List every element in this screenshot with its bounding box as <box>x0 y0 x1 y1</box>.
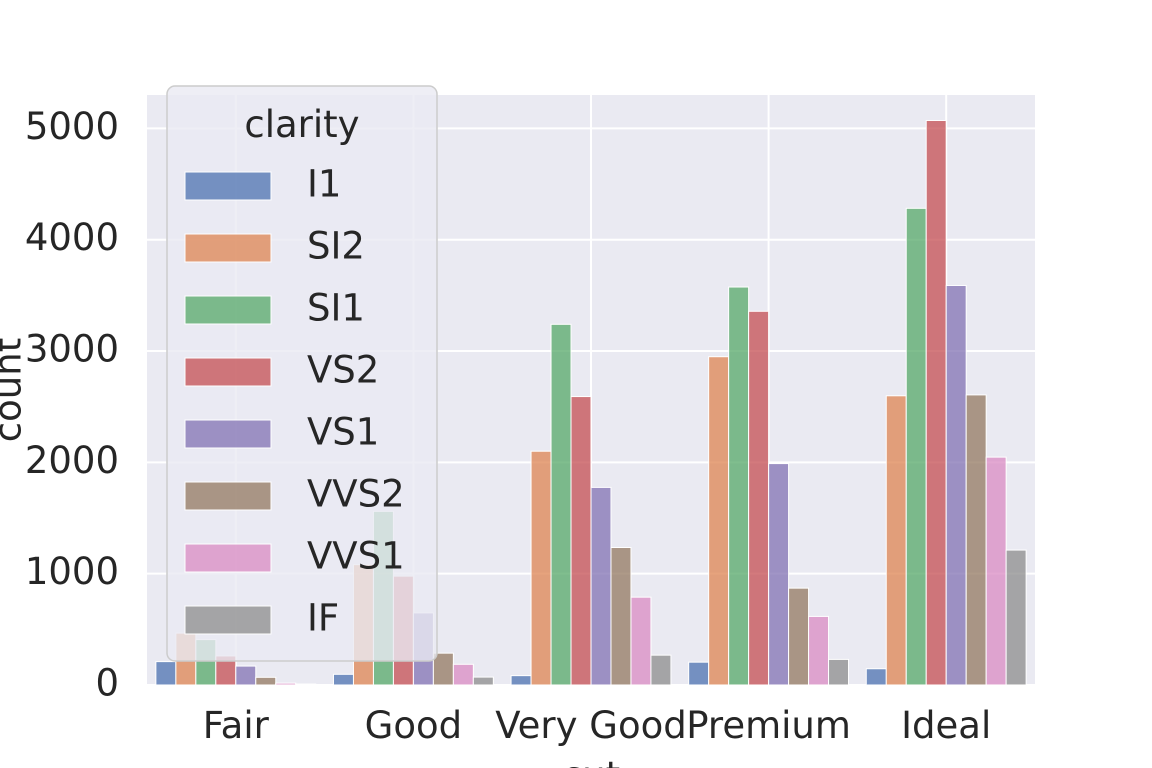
legend-swatch-vs1 <box>184 419 272 449</box>
bar-si1-premium <box>728 286 750 686</box>
bar-vs1-premium <box>768 463 790 686</box>
legend-swatch-si2 <box>184 233 272 263</box>
y-tick-label-0: 0 <box>95 662 119 705</box>
legend-label-si1: SI1 <box>307 287 365 330</box>
legend-swatch-vs2 <box>184 357 272 387</box>
legend-items: I1 SI2 SI1 VS2 VS1 VVS2 VVS1 IF <box>184 163 405 640</box>
bar-vvs1-good <box>452 663 474 686</box>
legend-swatch-i1 <box>184 171 272 201</box>
bar-si1-ideal <box>905 207 927 686</box>
y-tick-label-1: 1000 <box>25 550 119 593</box>
bar-vvs2-ideal <box>965 394 987 686</box>
legend-label-vvs2: VVS2 <box>307 473 405 516</box>
x-tick-label-3: Premium <box>686 704 851 747</box>
legend-swatch-vvs1 <box>184 543 272 573</box>
legend-box <box>166 85 438 662</box>
legend-label-if: IF <box>307 597 339 640</box>
bar-i1-good <box>332 673 354 686</box>
legend-label-vs1: VS1 <box>307 411 379 454</box>
y-tick-label-5: 5000 <box>25 105 119 148</box>
bar-si2-ideal <box>885 395 907 686</box>
legend-label-i1: I1 <box>307 163 341 206</box>
bar-i1-fair <box>155 661 177 686</box>
legend-title: clarity <box>244 103 359 146</box>
bar-i1-ideal <box>865 668 887 686</box>
bar-vvs2-fair <box>255 676 277 686</box>
bar-vs1-fair <box>235 665 257 686</box>
bar-i1-premium <box>688 661 710 686</box>
y-tick-label-3: 3000 <box>25 328 119 371</box>
legend-label-si2: SI2 <box>307 225 365 268</box>
bar-si1-very-good <box>550 323 572 686</box>
bar-if-very-good <box>650 654 672 686</box>
bar-si2-premium <box>708 356 730 686</box>
legend-swatch-si1 <box>184 295 272 325</box>
bar-si2-very-good <box>530 450 552 686</box>
bar-vvs2-good <box>432 652 454 686</box>
bar-vvs1-very-good <box>630 596 652 686</box>
x-tick-label-4: Ideal <box>901 704 991 747</box>
legend-swatch-vvs2 <box>184 481 272 511</box>
bar-vvs2-premium <box>788 587 810 686</box>
bar-vvs2-very-good <box>610 547 632 686</box>
bar-if-ideal <box>1005 549 1027 686</box>
bar-vvs1-premium <box>808 615 830 686</box>
y-tick-label-4: 4000 <box>25 216 119 259</box>
bar-if-premium <box>828 658 850 686</box>
bar-vvs1-fair <box>275 682 297 686</box>
bar-vs1-very-good <box>590 486 612 686</box>
x-tick-label-1: Good <box>365 704 462 747</box>
y-axis-label: count <box>0 338 30 442</box>
legend-label-vs2: VS2 <box>307 349 379 392</box>
bar-vs2-premium <box>748 310 770 686</box>
x-ticks: Fair Good Very Good Premium Ideal <box>203 704 991 747</box>
legend: clarity I1 SI2 SI1 VS2 VS1 VVS2 VVS1 IF <box>166 85 438 662</box>
legend-swatch-if <box>184 605 272 635</box>
bar-if-fair <box>295 683 317 686</box>
y-ticks: 0 1000 2000 3000 4000 5000 <box>25 105 119 705</box>
bar-vvs1-ideal <box>985 456 1007 686</box>
bar-vs1-ideal <box>945 284 967 686</box>
bar-i1-very-good <box>510 675 532 686</box>
y-tick-label-2: 2000 <box>25 439 119 482</box>
legend-label-vvs1: VVS1 <box>307 535 405 578</box>
x-tick-label-2: Very Good <box>495 704 687 747</box>
x-tick-label-0: Fair <box>203 704 270 747</box>
x-axis-label: cut <box>562 754 620 768</box>
bar-vs2-ideal <box>925 119 947 686</box>
bar-vs2-very-good <box>570 396 592 686</box>
bar-if-good <box>472 676 494 686</box>
